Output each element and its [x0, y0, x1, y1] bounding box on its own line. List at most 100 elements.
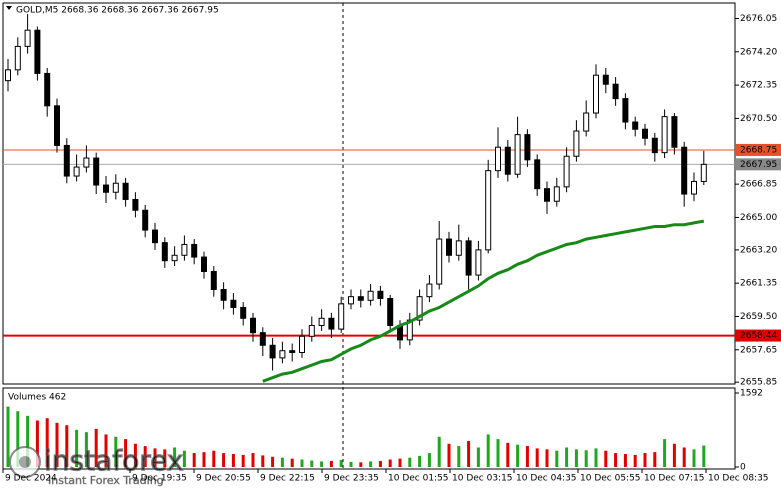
watermark-logo-core [19, 456, 31, 468]
volume-panel [2, 387, 736, 470]
x-tick-label: 10 Dec 03:15 [452, 474, 513, 484]
chart-title: GOLD,M5 2668.36 2668.36 2667.36 2667.95 [16, 6, 219, 16]
y-tick-label: 2657.65 [740, 345, 777, 355]
candle-body [622, 98, 629, 123]
candle-body [191, 243, 198, 258]
candle-body [14, 45, 21, 71]
candle-body [83, 157, 90, 168]
price-panel [2, 2, 736, 385]
candle-body [308, 324, 315, 337]
y-tick-label: 2672.35 [740, 81, 777, 91]
candle-body [44, 72, 51, 107]
y-tick-label: 2659.50 [740, 312, 777, 322]
x-tick-label: 9 Dec 22:15 [260, 474, 315, 484]
candle-body [367, 290, 374, 301]
volume-tick-label: 1592 [740, 389, 763, 399]
candle-body [357, 296, 364, 301]
candle-body [132, 198, 139, 211]
candle-body [24, 29, 31, 47]
candle-body [103, 184, 109, 193]
price-label-box [735, 329, 781, 342]
watermark: instaforex Instant Forex Trading [9, 443, 184, 487]
x-tick-label: 9 Dec 23:35 [324, 474, 379, 484]
y-tick-label: 2666.85 [740, 180, 777, 190]
volume-tick-label: 0 [740, 463, 746, 473]
candle-body [338, 303, 345, 330]
candle-body [250, 317, 256, 334]
candle-body [269, 344, 276, 359]
candle-body [299, 335, 305, 353]
y-tick-label: 2661.35 [740, 279, 777, 289]
candle-body [210, 270, 217, 290]
candle-body [240, 306, 247, 319]
candle-body [259, 332, 266, 346]
candle-body [348, 296, 354, 305]
x-tick-label: 10 Dec 04:35 [516, 474, 577, 484]
candle-body [661, 116, 668, 154]
candle-body [475, 249, 482, 276]
candle-body [122, 182, 129, 200]
candle-body [63, 144, 70, 177]
price-label-box [735, 143, 781, 156]
moving-average [262, 219, 705, 383]
price-label: 2658.44 [740, 331, 777, 341]
price-label: 2667.95 [740, 160, 777, 170]
x-tick-label: 9 Dec 20:55 [196, 474, 251, 484]
candle-body [142, 209, 149, 231]
candle-body [446, 238, 452, 256]
candle-body [220, 288, 227, 301]
x-tick-label: 10 Dec 01:55 [388, 474, 449, 484]
candle-body [181, 243, 188, 256]
candle-body [671, 116, 678, 148]
candle-body [583, 112, 590, 132]
y-tick-label: 2655.85 [740, 378, 777, 388]
candle-body [691, 180, 697, 195]
candle-body [602, 74, 609, 85]
candle-body [34, 29, 41, 74]
watermark-text: instaforex [44, 444, 183, 477]
candle-body [465, 240, 472, 276]
candle-body [563, 155, 570, 188]
candle-body [573, 130, 580, 157]
title-arrow [6, 6, 12, 10]
candle-body [54, 105, 60, 146]
candle-body [436, 238, 443, 285]
candle-body [152, 229, 158, 244]
price-label: 2668.75 [740, 145, 777, 155]
candle-body [426, 283, 433, 298]
x-tick-label: 9 Dec 19:35 [132, 474, 187, 484]
candle-body [504, 146, 511, 175]
candle-body [642, 128, 648, 139]
candle-body [230, 299, 237, 308]
candle-body [73, 166, 80, 177]
candle-body [5, 69, 11, 82]
candle-body [201, 256, 207, 272]
candle-body [544, 188, 550, 202]
y-tick-label: 2674.20 [740, 47, 777, 57]
candle-body [651, 137, 658, 154]
candle-body [455, 240, 462, 256]
candle-body [593, 74, 599, 114]
y-tick-label: 2676.05 [740, 14, 777, 24]
x-tick-label: 9 Dec 2024 [5, 474, 57, 484]
candle-body [279, 350, 286, 359]
candle-body [681, 146, 688, 195]
candle-body [93, 157, 100, 186]
x-tick-label: 10 Dec 05:55 [580, 474, 641, 484]
candle-body [495, 146, 501, 172]
candle-body [553, 186, 560, 202]
candle-body [377, 290, 384, 299]
candle-body [534, 159, 541, 190]
candle-body [524, 134, 531, 161]
x-tick-label: 10 Dec 08:35 [708, 474, 769, 484]
y-tick-label: 2665.00 [740, 213, 777, 223]
y-tick-label: 2663.20 [740, 245, 777, 255]
candle-body [328, 317, 335, 330]
candle-body [406, 319, 413, 341]
candle-body [161, 242, 168, 262]
candle-body [700, 163, 707, 182]
candle-body [112, 182, 119, 193]
volume-title: Volumes 462 [8, 393, 66, 403]
price-label-box [735, 158, 781, 171]
